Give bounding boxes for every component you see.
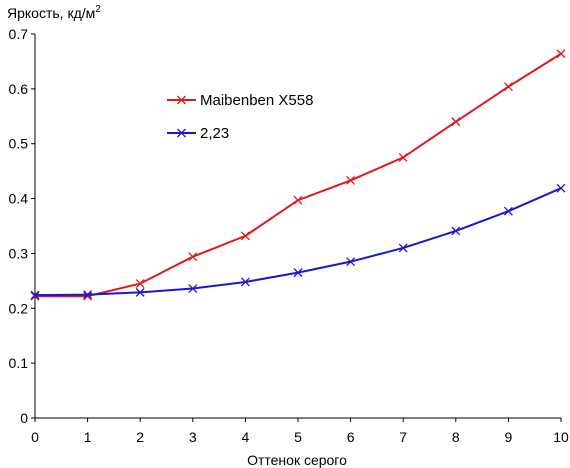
data-point <box>503 206 513 216</box>
data-point <box>556 49 566 59</box>
x-tick-label: 8 <box>452 429 460 445</box>
y-axis-title: Яркость, кд/м2 <box>7 4 101 21</box>
data-point <box>346 257 356 267</box>
data-point <box>556 183 566 193</box>
x-tick-label: 10 <box>553 429 569 445</box>
data-point <box>135 279 145 289</box>
data-point <box>293 195 303 205</box>
y-tick-label: 0.6 <box>9 81 29 97</box>
data-point <box>188 284 198 293</box>
series-2 <box>30 183 566 300</box>
series-line <box>35 52 562 298</box>
x-tick-label: 5 <box>294 429 302 445</box>
data-point <box>451 117 461 127</box>
x-tick-label: 2 <box>136 429 144 445</box>
data-point <box>240 231 250 241</box>
y-tick-label: 0.3 <box>9 245 29 261</box>
x-tick-label: 6 <box>347 429 355 445</box>
y-tick-label: 0 <box>20 410 28 426</box>
data-point <box>398 243 408 253</box>
legend-label: 2,23 <box>200 125 229 142</box>
x-tick-label: 1 <box>84 429 92 445</box>
y-tick-label: 0.5 <box>9 136 29 152</box>
data-point <box>346 176 356 185</box>
x-tick-label: 0 <box>31 429 39 445</box>
data-point <box>30 290 40 300</box>
data-point <box>30 291 40 301</box>
data-point <box>451 226 461 236</box>
y-tick-label: 0.2 <box>9 300 29 316</box>
data-point <box>503 82 513 92</box>
y-axis-title-superscript: 2 <box>95 4 101 15</box>
legend-marker <box>177 128 186 138</box>
data-point <box>398 152 408 162</box>
data-point <box>83 290 93 300</box>
x-tick-label: 3 <box>189 429 197 445</box>
legend: Maibenben X558 2,23 <box>167 92 313 142</box>
data-point <box>135 287 145 297</box>
series-1 <box>30 49 566 301</box>
legend-marker <box>177 95 186 105</box>
y-tick-label: 0.7 <box>9 26 29 42</box>
y-axis-title-text: Яркость, кд/м <box>7 5 95 21</box>
data-point <box>240 277 250 287</box>
data-point <box>188 252 198 262</box>
x-tick-label: 4 <box>242 429 250 445</box>
legend-label: Maibenben X558 <box>200 92 313 109</box>
x-tick-label: 9 <box>505 429 513 445</box>
data-point <box>293 268 303 278</box>
series-line <box>34 187 562 297</box>
x-axis-title: Оттенок серого <box>247 452 347 468</box>
x-tick-label: 7 <box>399 429 407 445</box>
plot-area: 0 0.1 0.2 0.3 0.4 0.5 0.6 0.7 0 1 2 3 4 5 6 7 8 9 10 Maiben… <box>9 26 569 445</box>
y-tick-label: 0.1 <box>9 355 29 371</box>
y-tick-label: 0.4 <box>9 191 29 207</box>
